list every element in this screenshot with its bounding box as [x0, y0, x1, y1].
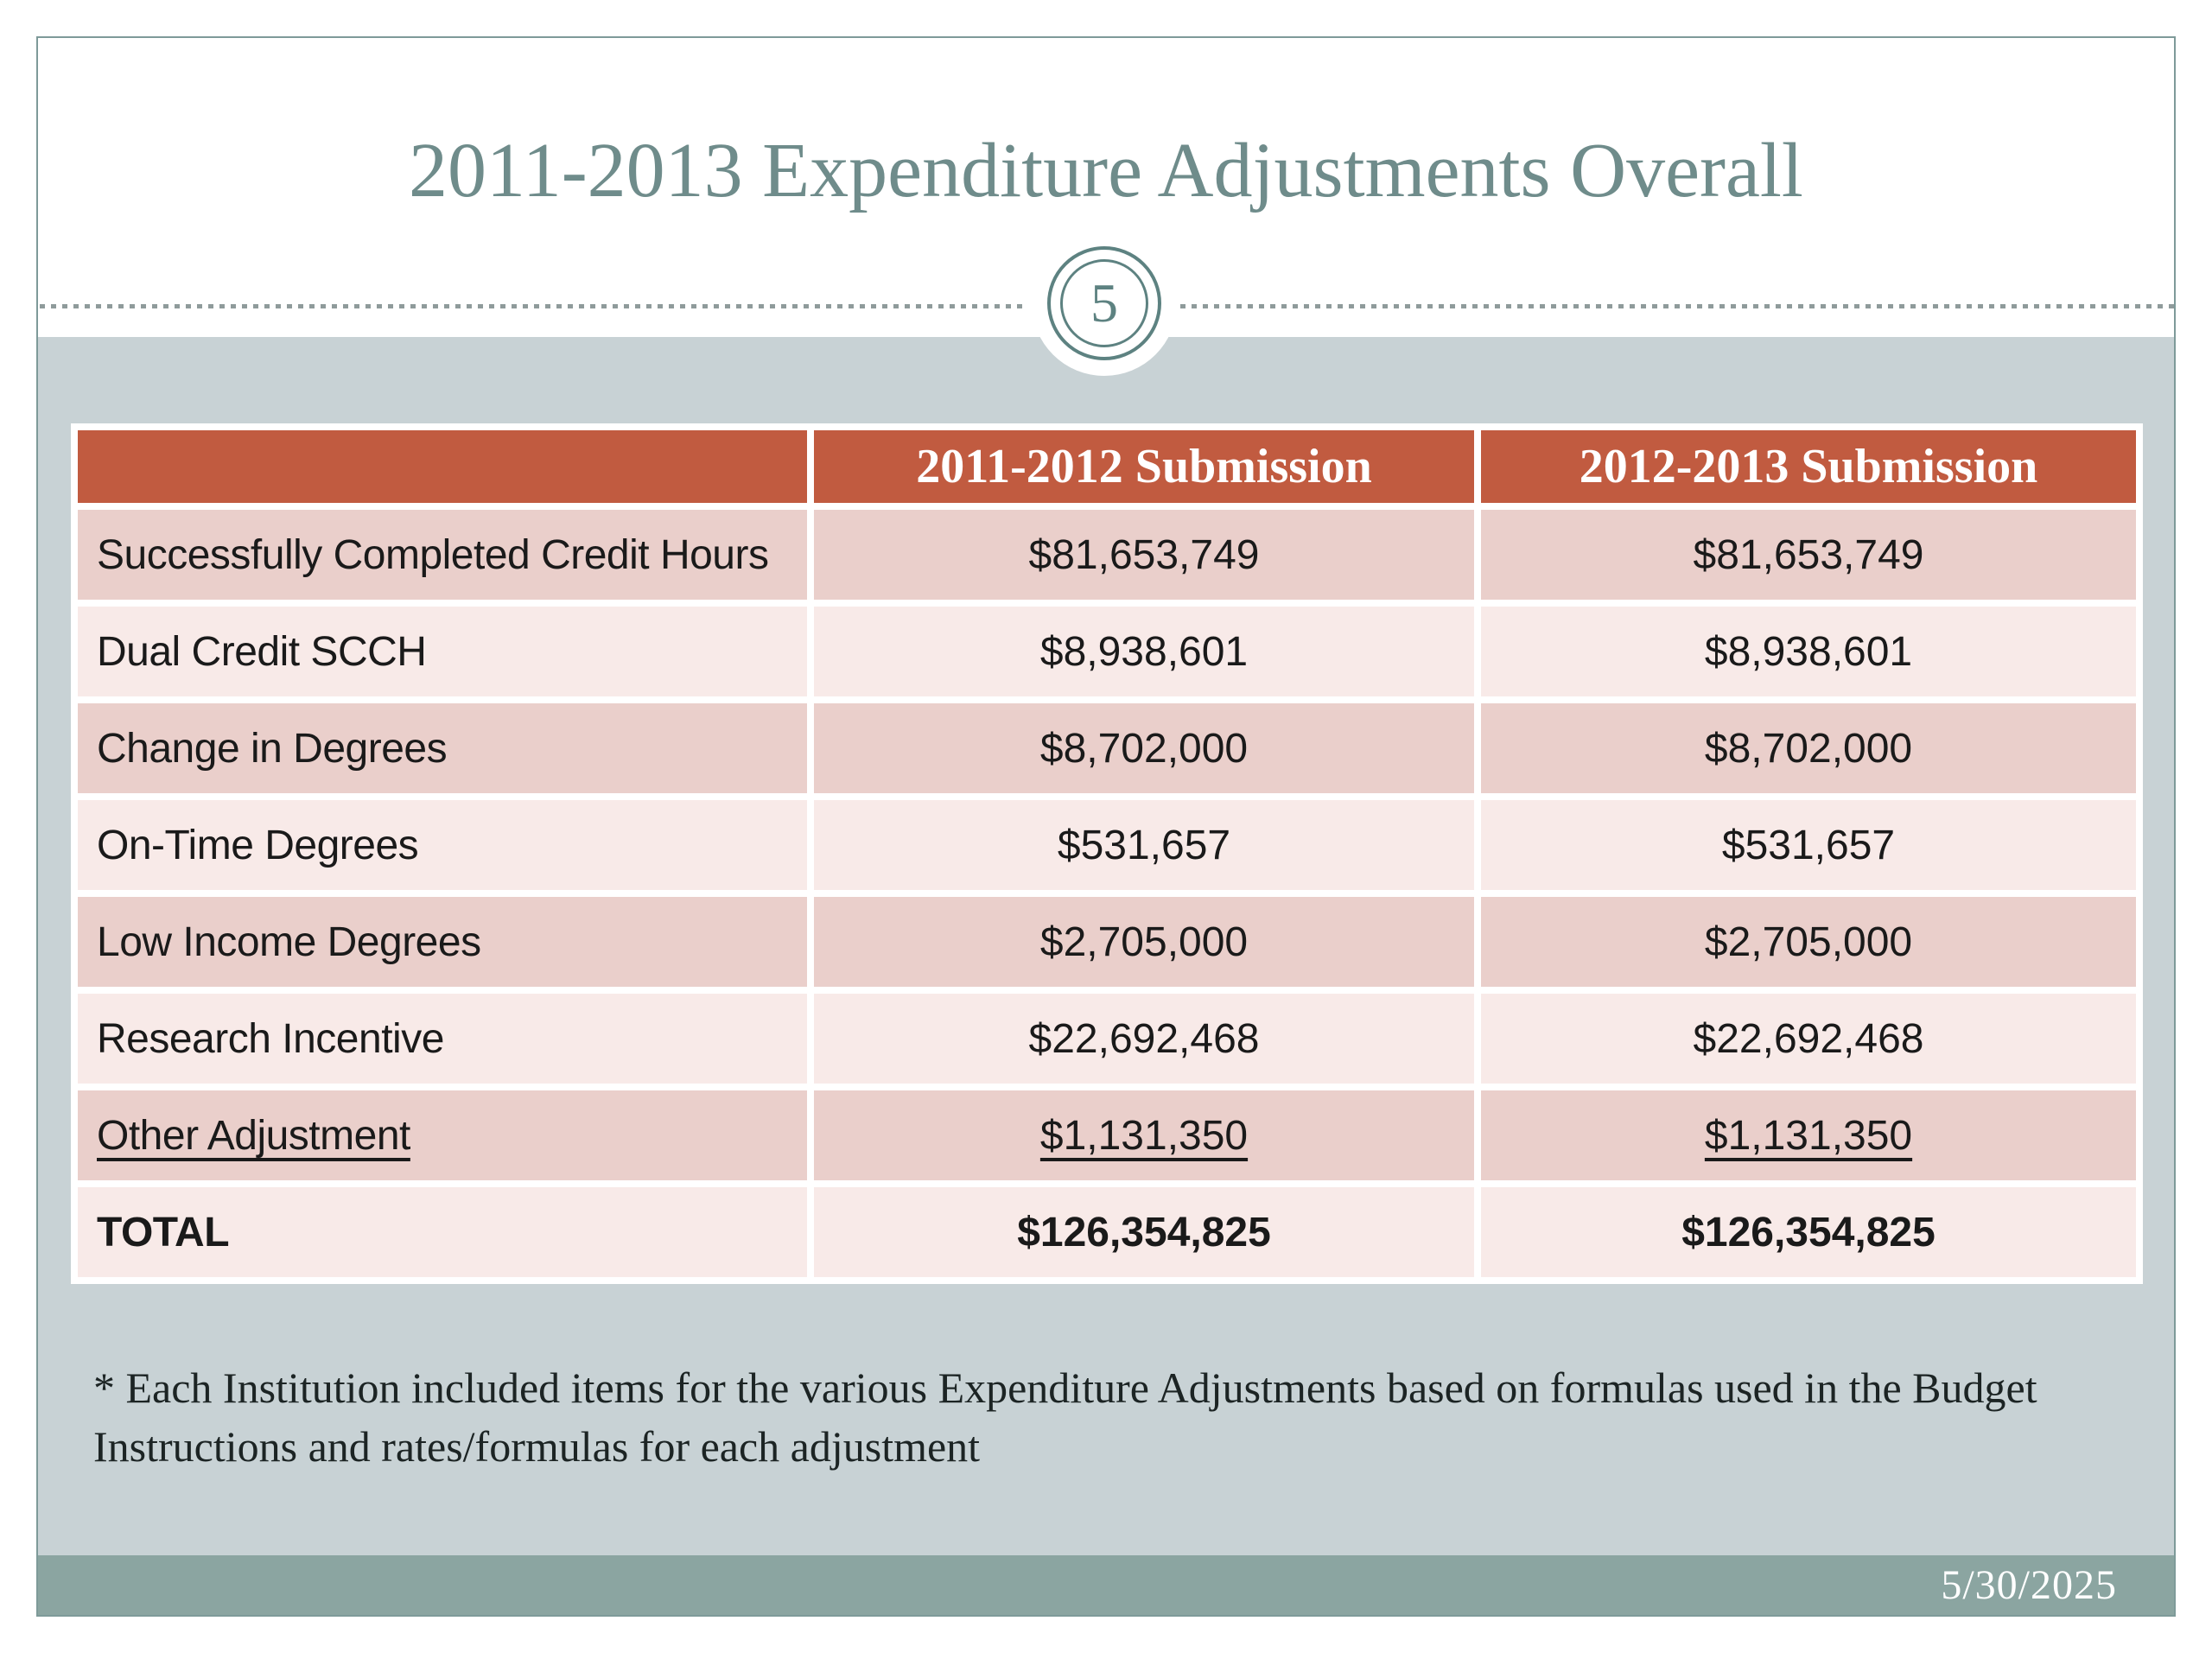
table-row-value-cell-2012-2013: $8,938,601 — [1481, 607, 2136, 696]
table-row-value-cell-2011-2012: $2,705,000 — [814, 897, 1474, 987]
table-row-value: $531,657 — [1057, 822, 1231, 868]
table-row-value-cell-2012-2013: $126,354,825 — [1481, 1187, 2136, 1277]
table-row-value-cell-2011-2012: $1,131,350 — [814, 1090, 1474, 1180]
table-row-label-cell: Low Income Degrees — [78, 897, 807, 987]
table-row-value: $8,938,601 — [1039, 628, 1249, 675]
table-row-value: $126,354,825 — [1681, 1209, 1936, 1255]
table-row-value-cell-2012-2013: $531,657 — [1481, 800, 2136, 890]
table-header-2012-2013: 2012-2013 Submission — [1481, 430, 2136, 503]
table-row-value-cell-2011-2012: $531,657 — [814, 800, 1474, 890]
footer-date: 5/30/2025 — [1941, 1562, 2117, 1608]
table-row-label: Successfully Completed Credit Hours — [97, 531, 769, 578]
footnote-line-2: Instructions and rates/formulas for each… — [93, 1422, 981, 1471]
table-row-label-cell: TOTAL — [78, 1187, 807, 1277]
table-row-value-cell-2012-2013: $22,692,468 — [1481, 994, 2136, 1084]
table-row-label-cell: On-Time Degrees — [78, 800, 807, 890]
table-row-label-cell: Other Adjustment — [78, 1090, 807, 1180]
table-row-value: $81,653,749 — [1028, 531, 1260, 578]
table-row-value: $22,692,468 — [1028, 1015, 1260, 1062]
table-row-value: $2,705,000 — [1704, 918, 1913, 965]
table-row-label: TOTAL — [97, 1209, 230, 1255]
table-row-value-cell-2011-2012: $8,938,601 — [814, 607, 1474, 696]
table-row-label-cell: Research Incentive — [78, 994, 807, 1084]
table-header-empty-cell — [78, 430, 807, 503]
table-row-label: Research Incentive — [97, 1015, 444, 1062]
table-row-value-cell-2011-2012: $81,653,749 — [814, 510, 1474, 600]
dotted-divider-right — [1180, 304, 2174, 308]
table-row-value-cell-2012-2013: $2,705,000 — [1481, 897, 2136, 987]
table-row-value-cell-2012-2013: $81,653,749 — [1481, 510, 2136, 600]
footnote-line-1: * Each Institution included items for th… — [93, 1363, 2037, 1412]
table-row-label: Low Income Degrees — [97, 918, 481, 965]
table-row-value-cell-2011-2012: $8,702,000 — [814, 703, 1474, 793]
table-row-label-cell: Successfully Completed Credit Hours — [78, 510, 807, 600]
page-title: 2011-2013 Expenditure Adjustments Overal… — [409, 128, 1803, 213]
table-row-label-cell: Change in Degrees — [78, 703, 807, 793]
table-row-value: $1,131,350 — [1039, 1112, 1249, 1159]
table-row-value: $531,657 — [1721, 822, 1896, 868]
table-header-2011-2012: 2011-2012 Submission — [814, 430, 1474, 503]
table-row-value: $8,938,601 — [1704, 628, 1913, 675]
table-row-label: Dual Credit SCCH — [97, 628, 427, 675]
table-row-label: On-Time Degrees — [97, 822, 419, 868]
table-row-value-cell-2012-2013: $8,702,000 — [1481, 703, 2136, 793]
footer-bar: 5/30/2025 — [38, 1555, 2174, 1615]
table-row-label: Other Adjustment — [97, 1112, 410, 1159]
table-row-value: $22,692,468 — [1693, 1015, 1924, 1062]
table-row-value-cell-2011-2012: $22,692,468 — [814, 994, 1474, 1084]
table-row-value: $8,702,000 — [1704, 725, 1913, 772]
dotted-divider-left — [40, 304, 1027, 308]
slide-number-badge: 5 — [1047, 246, 1161, 360]
table-row-value: $8,702,000 — [1039, 725, 1249, 772]
slide-number-inner-ring: 5 — [1060, 259, 1148, 347]
table-row-value: $126,354,825 — [1017, 1209, 1271, 1255]
table-row-value: $1,131,350 — [1704, 1112, 1913, 1159]
expenditure-adjustments-table: 2011-2012 Submission 2012-2013 Submissio… — [71, 423, 2143, 1284]
table-row-value: $2,705,000 — [1039, 918, 1249, 965]
table-row-value: $81,653,749 — [1693, 531, 1924, 578]
slide-number: 5 — [1090, 272, 1118, 334]
table-row-value-cell-2011-2012: $126,354,825 — [814, 1187, 1474, 1277]
footnote: * Each Institution included items for th… — [93, 1358, 2081, 1476]
table-row-label-cell: Dual Credit SCCH — [78, 607, 807, 696]
table-row-label: Change in Degrees — [97, 725, 448, 772]
table-row-value-cell-2012-2013: $1,131,350 — [1481, 1090, 2136, 1180]
